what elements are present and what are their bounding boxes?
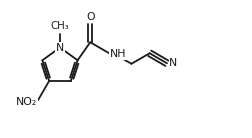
Text: N: N xyxy=(56,43,64,52)
Text: NH: NH xyxy=(109,49,126,59)
Text: O: O xyxy=(86,12,94,22)
Text: N: N xyxy=(169,58,177,68)
Text: NO₂: NO₂ xyxy=(16,96,37,107)
Text: CH₃: CH₃ xyxy=(50,21,69,31)
